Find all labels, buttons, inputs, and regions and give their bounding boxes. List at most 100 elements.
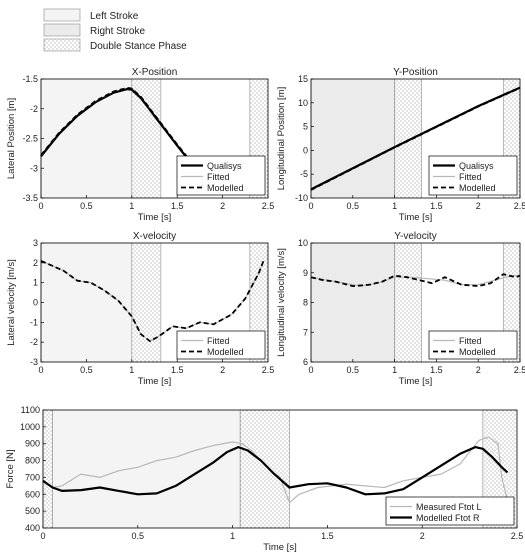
y-axis-label: Longitudinal Position [m] xyxy=(276,87,287,191)
chart-title: X-velocity xyxy=(133,231,176,242)
legend-box xyxy=(176,330,266,360)
phase-legend: Left Stroke Right Stroke Double Stance Pha… xyxy=(43,8,187,52)
x-tick-label: 2.5 xyxy=(511,531,524,541)
x-tick-label: 0.5 xyxy=(80,365,93,375)
chart-panel: 0 0.5 1 1.5 2 2.5 1100 1000 900 800 700 600 500 400 Ti… xyxy=(5,405,523,553)
legend-box xyxy=(428,155,518,196)
series-line-measured-ftot-l xyxy=(42,436,509,504)
x-tick-label: 2.5 xyxy=(262,201,275,211)
legend-entry: Modelled Ftot R xyxy=(416,513,480,523)
y-tick-label: 5 xyxy=(303,122,308,132)
legend-entry: Qualisys xyxy=(207,161,242,171)
legend-entry: Modelled xyxy=(459,347,496,357)
legend-box xyxy=(385,496,515,526)
x-tick-label: 0 xyxy=(308,365,313,375)
y-axis-label: Lateral velocity [m/s] xyxy=(6,259,17,346)
double-stance-band xyxy=(43,410,53,528)
x-tick-label: 2.5 xyxy=(514,201,525,211)
series-line-modelled xyxy=(310,87,521,191)
x-axis-label: Time [s] xyxy=(399,376,432,387)
y-tick-label: 1100 xyxy=(21,405,40,415)
y-tick-label: 6 xyxy=(303,357,308,367)
x-tick-label: 2 xyxy=(476,365,481,375)
legend-entry: Qualisys xyxy=(459,161,494,171)
x-tick-label: 2 xyxy=(220,365,225,375)
y-tick-label: 600 xyxy=(25,489,40,499)
phase-legend-label: Right Stroke xyxy=(90,26,145,37)
legend-entry: Fitted xyxy=(459,172,482,182)
legend-entry: Modelled xyxy=(207,183,244,193)
axes-frame xyxy=(42,409,518,529)
legend-entry: Fitted xyxy=(207,336,230,346)
series-line-modelled xyxy=(40,87,201,174)
x-tick-label: 0 xyxy=(308,201,313,211)
stroke-band xyxy=(52,410,241,528)
series-line-fitted xyxy=(310,275,520,287)
stroke-band xyxy=(41,243,132,362)
x-tick-label: 0 xyxy=(40,531,45,541)
phase-legend-label: Double Stance Phase xyxy=(90,41,187,52)
x-tick-label: 0 xyxy=(38,201,43,211)
legend-entry: Measured Ftot L xyxy=(416,502,482,512)
double-stance-band xyxy=(240,410,290,528)
y-axis-label: Force [N] xyxy=(5,449,16,488)
axes-frame xyxy=(310,78,521,199)
x-tick-label: 0.5 xyxy=(80,201,93,211)
y-tick-label: 7 xyxy=(303,327,308,337)
y-tick-label: -2.5 xyxy=(22,134,38,144)
y-tick-label: -5 xyxy=(300,169,308,179)
series-line-modelled-ftot-r xyxy=(42,446,509,496)
y-tick-label: 10 xyxy=(298,98,308,108)
x-axis-label: Time [s] xyxy=(138,376,171,387)
x-tick-label: 1.5 xyxy=(171,201,184,211)
x-tick-label: 2 xyxy=(420,531,425,541)
y-tick-label: 1000 xyxy=(20,422,40,432)
x-axis-label: Time [s] xyxy=(138,212,171,223)
y-tick-label: 700 xyxy=(25,472,40,482)
chart-panel: 0 0.5 1 1.5 2 2.5 10 9 8 7 6 Y-velocity Time [s] Long… xyxy=(276,231,525,387)
legend-entry: Fitted xyxy=(207,172,230,182)
y-tick-label: 15 xyxy=(298,74,308,84)
legend-box xyxy=(176,155,266,196)
x-tick-label: 0 xyxy=(38,365,43,375)
y-tick-label: -3.5 xyxy=(22,193,38,203)
x-tick-label: 0.5 xyxy=(347,365,360,375)
y-tick-label: 900 xyxy=(25,439,40,449)
chart-panel: 0 0.5 1 1.5 2 2.5 -1.5 -2 -2.5 -3 -3.5 X-Position Ti… xyxy=(6,67,274,223)
y-tick-label: -2 xyxy=(30,337,38,347)
chart-title: Y-velocity xyxy=(394,231,436,242)
x-tick-label: 1 xyxy=(392,201,397,211)
y-tick-label: 0 xyxy=(303,145,308,155)
x-tick-label: 1 xyxy=(129,201,134,211)
phase-legend-label: Left Stroke xyxy=(90,11,139,22)
y-tick-label: -3 xyxy=(30,163,38,173)
y-tick-label: -1.5 xyxy=(22,74,38,84)
y-axis-label: Longitudinal velocity [m/s] xyxy=(276,248,287,357)
y-tick-label: -10 xyxy=(295,193,308,203)
x-axis-label: Time [s] xyxy=(399,212,432,223)
y-tick-label: 8 xyxy=(303,298,308,308)
legend-entry: Fitted xyxy=(459,336,482,346)
x-tick-label: 2.5 xyxy=(514,365,525,375)
double-stance-band xyxy=(131,79,161,198)
x-tick-label: 1 xyxy=(230,531,235,541)
x-axis-label: Time [s] xyxy=(263,542,296,553)
x-tick-label: 1.5 xyxy=(171,365,184,375)
phase-swatch xyxy=(43,38,81,52)
y-tick-label: -2 xyxy=(30,104,38,114)
x-tick-label: 2 xyxy=(220,201,225,211)
y-tick-label: 1 xyxy=(33,278,38,288)
legend-entry: Modelled xyxy=(459,183,496,193)
double-stance-band xyxy=(131,243,161,362)
stroke-band xyxy=(311,243,395,362)
chart-panel: 0 0.5 1 1.5 2 2.5 15 10 5 0 -5 -10 Y-Position Time [s… xyxy=(276,67,525,223)
legend-entry: Modelled xyxy=(207,347,244,357)
double-stance-band xyxy=(394,243,422,362)
chart-panel: 0 0.5 1 1.5 2 2.5 3 2 1 0 -1 -2 -3 X-velocity Time [s]… xyxy=(6,231,274,387)
legend-box xyxy=(428,330,518,360)
y-tick-label: 9 xyxy=(303,268,308,278)
